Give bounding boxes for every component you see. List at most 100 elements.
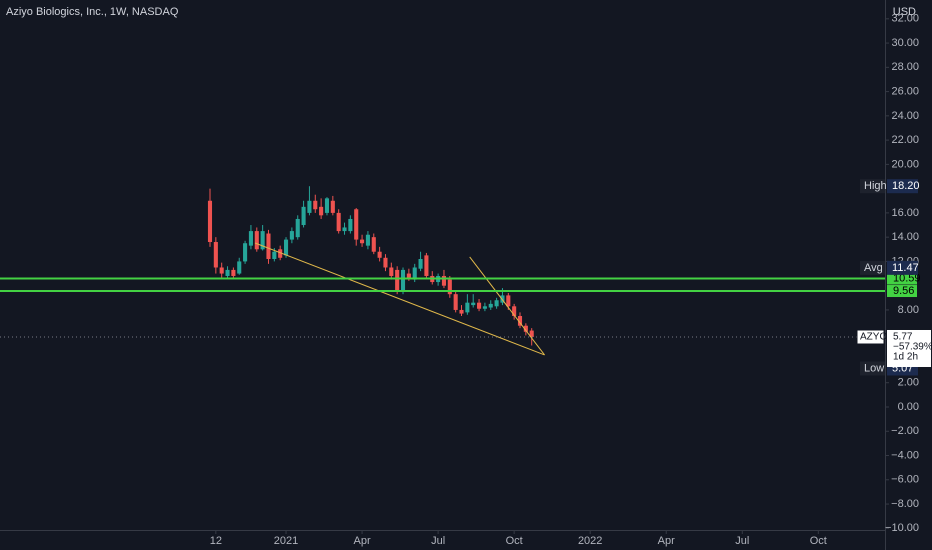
y-tick-label: 26.00	[891, 85, 919, 97]
candle-body	[517, 316, 523, 326]
stat-value-box	[887, 179, 918, 194]
candle-body	[354, 209, 359, 240]
candle-body	[307, 200, 312, 213]
candle-body	[453, 294, 458, 310]
candle-body	[283, 239, 289, 256]
symbol-box	[856, 329, 885, 345]
stat-name: Avg	[864, 262, 883, 274]
candle-body	[465, 302, 470, 313]
candle-body	[488, 303, 493, 308]
y-tick-label: 24.00	[891, 110, 919, 122]
candle-body	[412, 267, 417, 280]
x-tick-label: Apr	[658, 535, 675, 547]
candle-body	[506, 295, 511, 307]
candle-body	[418, 258, 423, 269]
y-tick-label: 22.00	[891, 134, 919, 146]
y-tick-label: −4.00	[891, 449, 919, 461]
y-tick-label: 20.00	[891, 158, 919, 170]
stat-name: Low	[864, 362, 884, 374]
candle-body	[377, 251, 382, 258]
candle-body	[278, 249, 283, 258]
level-label: 9.56	[893, 285, 914, 297]
currency[interactable]: USD	[893, 6, 916, 18]
y-tick-label: 0.00	[898, 401, 919, 413]
candle-body	[494, 300, 499, 307]
y-tick-label: 16.00	[891, 207, 919, 219]
candle-body	[248, 231, 253, 246]
candle-body	[482, 306, 487, 309]
candle-body	[441, 275, 447, 286]
x-tick-label: 12	[210, 535, 222, 547]
x-tick-label: Oct	[506, 535, 523, 547]
candle-body	[289, 231, 294, 240]
stat-name: High	[864, 180, 887, 192]
candle-body	[324, 198, 330, 213]
candle-body	[219, 267, 224, 274]
candle-body	[225, 269, 230, 276]
candle-body	[523, 325, 528, 332]
candle-body	[371, 237, 376, 252]
y-tick-label: 2.00	[898, 377, 919, 389]
y-tick-label: −2.00	[891, 425, 919, 437]
x-tick-label: 2021	[274, 535, 298, 547]
last-box	[887, 329, 931, 367]
candle-body	[471, 302, 476, 306]
candle-body	[266, 233, 271, 259]
candle-body	[529, 330, 534, 337]
candle-body	[260, 231, 265, 250]
level-label: 10.59	[893, 272, 921, 284]
y-tick-label: 30.00	[891, 37, 919, 49]
stat-value-box	[887, 260, 918, 275]
last-change: −57.39%	[893, 342, 932, 353]
x-tick-label: Jul	[431, 535, 445, 547]
candle-body	[213, 242, 218, 268]
candle-body	[447, 279, 452, 295]
x-tick-label: Jul	[735, 535, 749, 547]
candle-body	[237, 261, 242, 274]
y-tick-label: −6.00	[891, 474, 919, 486]
x-tick-label: Oct	[810, 535, 827, 547]
y-tick-label: −10.00	[885, 522, 919, 534]
candle-body	[348, 218, 353, 232]
stat-name-box	[860, 179, 885, 194]
candle-body	[254, 231, 259, 250]
level-box	[887, 272, 917, 285]
candle-body	[395, 269, 400, 292]
candle-body	[477, 302, 482, 309]
last-value: 5.77	[893, 332, 913, 343]
chart-title: Aziyo Biologics, Inc., 1W, NASDAQ	[6, 6, 179, 18]
candle-body	[243, 243, 248, 262]
candle-body	[406, 273, 411, 279]
candle-body	[459, 309, 464, 314]
countdown: 1d 2h	[893, 352, 918, 363]
stat-name-box	[860, 260, 885, 275]
y-tick-label: 8.00	[898, 304, 919, 316]
level-box	[887, 285, 917, 298]
y-tick-label: 14.00	[891, 231, 919, 243]
candle-body	[365, 234, 370, 246]
stat-value: 18.20	[892, 180, 920, 192]
x-tick-label: Apr	[354, 535, 371, 547]
y-tick-label: −8.00	[891, 498, 919, 510]
candle-body	[400, 269, 406, 292]
stat-value: 11.47	[892, 262, 919, 274]
candle-body	[231, 269, 236, 276]
y-tick-label: 28.00	[891, 61, 919, 73]
candle-body	[512, 306, 517, 317]
candle-body	[313, 200, 318, 210]
candle-body	[389, 267, 394, 276]
trend-line	[469, 256, 545, 356]
stat-name-box	[860, 361, 885, 376]
candle-body	[360, 239, 365, 244]
candle-body	[295, 218, 300, 238]
candle-body	[207, 200, 213, 243]
candle-body	[330, 200, 335, 213]
symbol-label: AZYO	[860, 332, 887, 343]
candle-body	[383, 257, 388, 268]
y-tick-label: 32.00	[891, 13, 919, 25]
x-tick-label: 2022	[578, 535, 602, 547]
candle-body	[336, 212, 341, 232]
candle-body	[272, 251, 277, 259]
